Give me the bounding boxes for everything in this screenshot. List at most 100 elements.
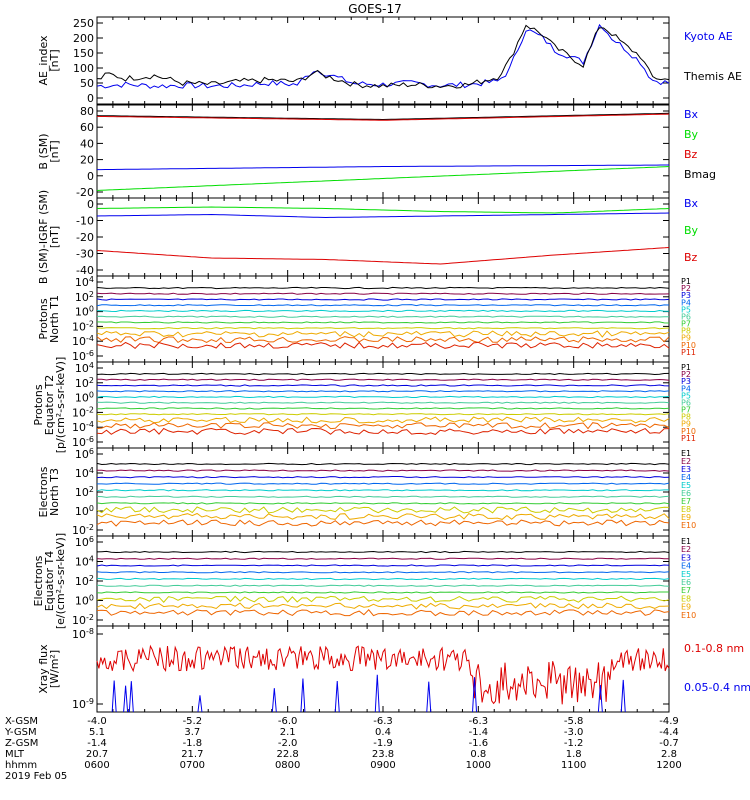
data <box>96 112 670 191</box>
y-axis-label: [e/(cm²-s-sr-keV)] <box>54 533 67 629</box>
legend-item: Bx <box>684 108 699 121</box>
ephem-value: -1.4 <box>469 727 489 738</box>
y-tick-label: 50 <box>80 77 94 90</box>
series-line-bmag <box>96 112 670 121</box>
legend-item: P5 <box>681 391 691 400</box>
data <box>96 206 670 265</box>
y-axis-label: Electrons <box>37 466 50 517</box>
ephem-row-label: Y-GSM <box>4 727 37 738</box>
legend-item: E8 <box>681 505 691 514</box>
legend-item: P10 <box>681 341 696 350</box>
y-axis-label: B (SM)-IGRF (SM) <box>37 190 50 284</box>
y-tick-label: 106 <box>75 535 94 549</box>
legend-item: P11 <box>681 348 696 357</box>
legend-item: P11 <box>681 434 696 443</box>
y-tick-label: -10 <box>76 215 94 228</box>
y-tick-label: 0 <box>87 92 94 105</box>
y-axis-label: Protons <box>32 384 45 425</box>
channel-line-p2 <box>97 378 670 381</box>
channel-line-e6 <box>96 584 670 587</box>
data <box>96 372 670 435</box>
series-line-by <box>96 166 670 191</box>
data <box>96 286 670 350</box>
ephem-value: 23.8 <box>372 749 394 760</box>
ephem-value: -1.9 <box>373 738 393 749</box>
y-tick-label: 200 <box>73 32 94 45</box>
channel-line-p10 <box>96 336 670 344</box>
legend: Bx By Bz <box>684 197 699 264</box>
ephem-value: 0.4 <box>375 727 391 738</box>
series-spike-0.05-0.4-nm <box>197 695 203 713</box>
series-spike-0.05-0.4-nm <box>300 678 306 713</box>
y-axis-label: North T1 <box>48 295 61 343</box>
ephem-value: -1.2 <box>564 738 584 749</box>
series-spike-0.05-0.4-nm <box>128 681 134 713</box>
legend: Kyoto AE Themis AE <box>683 30 742 83</box>
y-tick-label: 102 <box>75 290 94 304</box>
ephem-value: 21.7 <box>181 749 203 760</box>
channel-line-p7 <box>97 407 670 410</box>
ephem-value: 0900 <box>370 760 395 771</box>
panel-2: 80 60 40 20 0 -20 B (SM)[nT] Bx By Bz Bmag <box>37 104 716 199</box>
ephem-value: -1.4 <box>87 738 107 749</box>
y-axis-label: [nT] <box>48 49 61 71</box>
data <box>96 23 670 89</box>
y-tick-label: 102 <box>75 376 94 390</box>
y-tick-label: 0 <box>87 198 94 211</box>
legend: 0.1-0.8 nm 0.05-0.4 nm <box>684 642 750 694</box>
legend-item: Bx <box>684 197 699 210</box>
y-tick-label: 20 <box>80 154 94 167</box>
panel-frame <box>96 361 670 449</box>
y-axis-label: Equator T2 <box>43 375 56 435</box>
y-axis-label: North T3 <box>48 468 61 516</box>
legend-item: Themis AE <box>683 70 742 83</box>
panel-frame <box>96 535 670 627</box>
y-tick-label: 102 <box>75 485 94 499</box>
series-line-0.1-0.8-nm <box>96 644 670 705</box>
ephem-value: -4.4 <box>659 727 679 738</box>
channel-line-p6 <box>96 401 670 404</box>
series-spike-0.05-0.4-nm <box>597 685 603 713</box>
ephem-value: 20.7 <box>86 749 108 760</box>
y-tick-label: 104 <box>75 275 94 289</box>
channel-line-p9 <box>96 330 670 338</box>
channel-line-e8 <box>96 506 670 514</box>
legend-item: By <box>684 128 699 141</box>
y-tick-label: 104 <box>75 466 94 480</box>
legend-item: P9 <box>681 334 691 343</box>
legend-item: E9 <box>681 513 691 522</box>
channel-line-p11 <box>96 427 670 435</box>
channel-line-p5 <box>96 395 670 399</box>
y-tick-label: 60 <box>80 121 94 134</box>
channel-line-e2 <box>97 469 670 472</box>
channel-line-e9 <box>96 512 670 520</box>
series-line-by <box>96 206 670 214</box>
y-tick-label: 104 <box>75 555 94 569</box>
legend-item: P8 <box>681 413 691 422</box>
ephem-value: 1100 <box>561 760 586 771</box>
legend-item: E6 <box>681 489 691 498</box>
legend-item: 0.1-0.8 nm <box>684 642 744 655</box>
legend-item: P10 <box>681 427 696 436</box>
panel-8: 10-8 10-9 Xray flux[W/m²] 0.1-0.8 nm 0.05-0.… <box>37 625 750 713</box>
channel-line-e8 <box>96 595 670 603</box>
ephem-value: 1000 <box>466 760 491 771</box>
channel-line-p2 <box>96 292 670 295</box>
channel-line-p7 <box>96 321 670 324</box>
panel-3: 0 -10 -20 -30 -40 B (SM)-IGRF (SM)[nT] Bx By Bz <box>37 190 699 284</box>
channel-line-p1 <box>96 372 670 376</box>
y-tick-label: 10-2 <box>72 523 94 537</box>
y-tick-label: 100 <box>73 62 94 75</box>
ephem-value: 0800 <box>275 760 300 771</box>
legend-item: E7 <box>681 497 691 506</box>
legend-item: By <box>684 224 699 237</box>
channel-line-e3 <box>96 564 670 567</box>
channel-line-e6 <box>96 495 670 498</box>
y-tick-label: 10-2 <box>72 319 94 333</box>
legend-item: P5 <box>681 305 691 314</box>
legend-item: Kyoto AE <box>684 30 733 43</box>
legend-item: Bz <box>684 251 698 264</box>
